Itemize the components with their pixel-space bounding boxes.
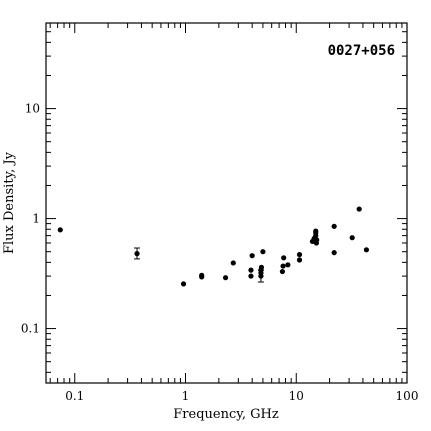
data-point xyxy=(134,251,140,257)
data-point xyxy=(285,262,291,268)
data-point xyxy=(258,264,265,270)
data-point xyxy=(296,252,303,258)
data-point xyxy=(363,247,370,253)
data-point xyxy=(222,275,229,281)
data-point xyxy=(57,227,63,233)
data-point xyxy=(314,237,320,243)
axis-ticks xyxy=(46,22,408,383)
data-point xyxy=(248,267,254,273)
data-point xyxy=(313,228,319,234)
data-point xyxy=(248,273,254,279)
plot-frame xyxy=(45,22,408,384)
data-point xyxy=(281,255,287,261)
data-point xyxy=(280,263,286,269)
data-point xyxy=(356,206,362,212)
y-tick-label: 10 xyxy=(25,102,40,116)
x-tick-label: 10 xyxy=(289,389,304,403)
x-tick-label: 0.1 xyxy=(65,389,84,403)
data-point xyxy=(260,249,266,255)
data-point xyxy=(249,253,255,259)
data-point xyxy=(279,268,286,275)
data-point xyxy=(331,223,337,229)
data-point xyxy=(331,250,337,256)
x-axis-label: Frequency, GHz xyxy=(173,407,279,422)
data-point xyxy=(180,281,187,287)
y-tick-label: 1 xyxy=(32,212,40,226)
data-point xyxy=(349,235,355,241)
data-points xyxy=(57,206,370,287)
y-axis-label: Flux Density, Jy xyxy=(2,151,17,254)
tick-labels: 0.1 1 10 100 0.1 1 10 xyxy=(21,102,419,403)
data-point xyxy=(199,272,205,278)
x-tick-label: 100 xyxy=(396,389,419,403)
y-tick-label: 0.1 xyxy=(21,322,40,336)
source-annotation: 0027+056 xyxy=(328,43,395,59)
data-point xyxy=(230,260,236,266)
x-tick-label: 1 xyxy=(182,389,190,403)
data-point xyxy=(296,257,303,263)
